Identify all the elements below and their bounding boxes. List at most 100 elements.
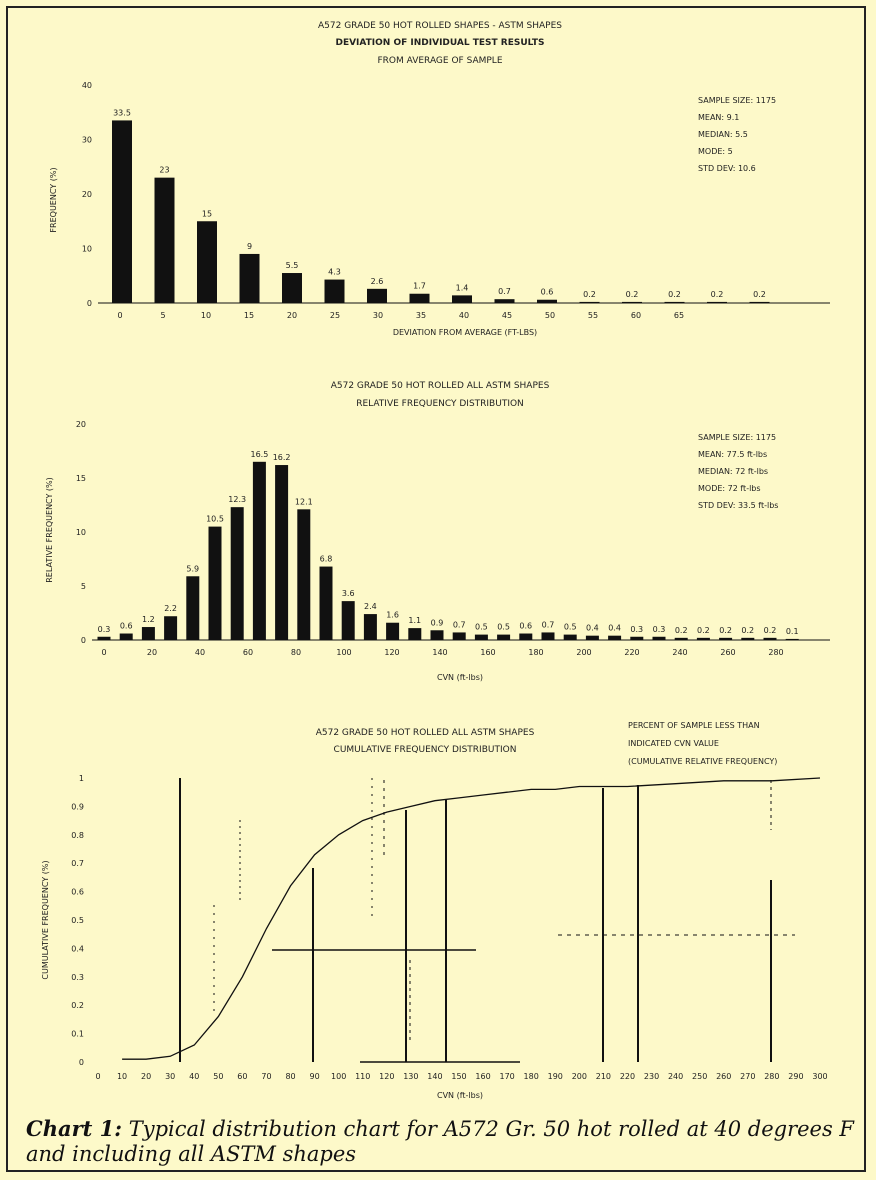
x-tick-label: 60: [631, 311, 641, 320]
y-tick-label: 0: [79, 1058, 84, 1067]
bar-value-label: 0.4: [586, 624, 599, 633]
chart3-note-line1: PERCENT OF SAMPLE LESS THAN: [628, 721, 760, 730]
bar: [164, 616, 178, 640]
stats-line: MODE: 72 ft-lbs: [698, 484, 761, 493]
figure-frame: [6, 6, 866, 1172]
bar: [541, 632, 555, 640]
bar-value-label: 15: [202, 209, 212, 218]
bar-value-label: 0.7: [453, 620, 466, 629]
y-tick-label: 10: [76, 528, 86, 537]
x-tick-label: 240: [668, 1072, 683, 1081]
bar: [141, 627, 155, 640]
bar: [112, 120, 132, 303]
bar: [186, 576, 200, 640]
bar-value-label: 0.3: [630, 625, 643, 634]
chart3-cumulative-curve: [122, 777, 821, 1060]
bar-value-label: 0.3: [98, 625, 111, 634]
bar: [719, 637, 733, 640]
y-tick-label: 1: [79, 774, 84, 783]
bar-value-label: 2.2: [164, 604, 177, 613]
x-tick-label: 30: [373, 311, 383, 320]
bar-value-label: 10.5: [206, 515, 224, 524]
chart1-title-line3: FROM AVERAGE OF SAMPLE: [377, 56, 502, 66]
x-tick-label: 40: [195, 648, 205, 657]
x-tick-label: 110: [355, 1072, 370, 1081]
x-tick-label: 50: [545, 311, 555, 320]
bar: [252, 461, 266, 640]
bar-value-label: 0.7: [542, 620, 555, 629]
x-tick-label: 0: [117, 311, 122, 320]
bar: [154, 177, 175, 303]
bar-value-label: 23: [159, 166, 169, 175]
x-tick-label: 25: [330, 311, 340, 320]
bar: [494, 299, 515, 303]
x-tick-label: 50: [213, 1072, 223, 1081]
y-tick-label: 10: [82, 245, 92, 254]
x-tick-label: 100: [331, 1072, 346, 1081]
bar-value-label: 4.3: [328, 268, 341, 277]
chart2-x-axis-label: CVN (ft-lbs): [437, 673, 483, 682]
x-tick-label: 0: [95, 1072, 100, 1081]
bar: [741, 637, 755, 640]
bar-value-label: 0.7: [498, 287, 511, 296]
y-tick-label: 0: [81, 636, 86, 645]
x-tick-label: 260: [716, 1072, 731, 1081]
bar: [664, 301, 685, 303]
bar: [430, 630, 444, 640]
x-tick-label: 80: [285, 1072, 295, 1081]
bar-value-label: 0.5: [497, 623, 510, 632]
bar-value-label: 0.2: [764, 626, 777, 635]
figure-caption: Chart 1: Typical distribution chart for …: [26, 1116, 856, 1167]
x-tick-label: 180: [524, 1072, 539, 1081]
bar: [474, 634, 488, 640]
bar: [319, 566, 333, 640]
bar-value-label: 16.2: [273, 453, 291, 462]
x-tick-label: 20: [147, 648, 157, 657]
bar-value-label: 0.2: [697, 626, 710, 635]
y-tick-label: 0.4: [71, 944, 84, 953]
x-tick-label: 280: [768, 648, 783, 657]
x-tick-label: 65: [674, 311, 684, 320]
stats-line: SAMPLE SIZE: 1175: [698, 433, 776, 442]
bar-value-label: 5.9: [186, 564, 199, 573]
y-tick-label: 0.7: [71, 859, 84, 868]
bar-value-label: 2.4: [364, 602, 377, 611]
x-tick-label: 100: [336, 648, 351, 657]
x-tick-label: 240: [672, 648, 687, 657]
bar: [622, 301, 642, 303]
bar: [239, 253, 260, 303]
bar: [579, 301, 600, 303]
bar-value-label: 1.2: [142, 615, 155, 624]
bar: [386, 622, 400, 640]
y-tick-label: 0.6: [71, 888, 84, 897]
bar: [119, 633, 133, 640]
x-tick-label: 220: [620, 1072, 635, 1081]
chart-2: A572 GRADE 50 HOT ROLLED ALL ASTM SHAPES…: [45, 381, 830, 682]
x-tick-label: 0: [101, 648, 106, 657]
y-tick-label: 0.2: [71, 1001, 84, 1010]
x-tick-label: 270: [740, 1072, 755, 1081]
x-tick-label: 200: [576, 648, 591, 657]
bar: [749, 301, 770, 303]
y-tick-label: 0.1: [71, 1030, 84, 1039]
bar-value-label: 0.6: [519, 622, 532, 631]
x-tick-label: 20: [287, 311, 297, 320]
x-tick-label: 60: [243, 648, 253, 657]
bar-value-label: 0.2: [711, 290, 724, 299]
x-tick-label: 170: [499, 1072, 514, 1081]
bar-value-label: 33.5: [113, 108, 131, 117]
bar-value-label: 1.4: [456, 283, 469, 292]
y-tick-label: 30: [82, 136, 92, 145]
bar: [367, 288, 387, 303]
x-tick-label: 40: [189, 1072, 199, 1081]
bar-value-label: 0.2: [719, 626, 732, 635]
bar-value-label: 0.2: [583, 290, 596, 299]
bar: [519, 633, 533, 640]
bar: [275, 465, 289, 640]
bar-value-label: 16.5: [250, 450, 268, 459]
x-tick-label: 290: [788, 1072, 803, 1081]
x-tick-label: 300: [812, 1072, 827, 1081]
chart3-x-axis-label: CVN (ft-lbs): [437, 1091, 483, 1100]
bar-value-label: 0.3: [653, 625, 666, 634]
